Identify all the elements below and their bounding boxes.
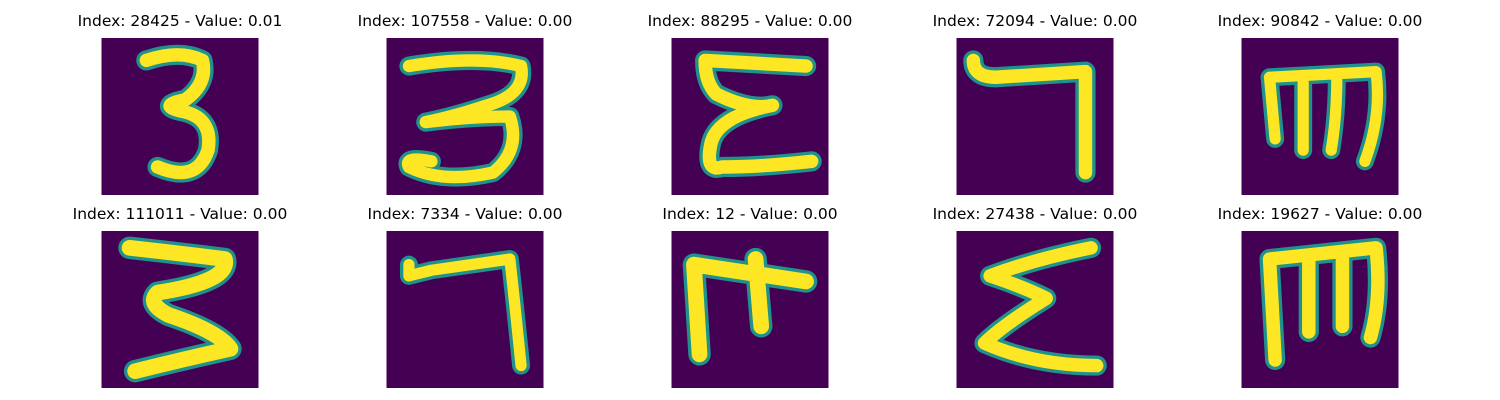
panel-title: Index: 72094 - Value: 0.00: [932, 12, 1138, 30]
digit-image: [671, 38, 829, 195]
digit-image: [101, 231, 259, 388]
panel-title: Index: 88295 - Value: 0.00: [647, 12, 853, 30]
panel-title: Index: 19627 - Value: 0.00: [1217, 205, 1423, 223]
panel-title: Index: 28425 - Value: 0.01: [77, 12, 283, 30]
digit-image: [386, 231, 544, 388]
panel-title: Index: 90842 - Value: 0.00: [1217, 12, 1423, 30]
panel-title: Index: 107558 - Value: 0.00: [357, 12, 573, 30]
digit-image: [671, 231, 829, 388]
panel-6: Index: 111011 - Value: 0.00: [60, 205, 300, 388]
panel-7: Index: 7334 - Value: 0.00: [345, 205, 585, 388]
panel-3: Index: 88295 - Value: 0.00: [630, 12, 870, 195]
panel-title: Index: 7334 - Value: 0.00: [367, 205, 563, 223]
panel-title: Index: 27438 - Value: 0.00: [932, 205, 1138, 223]
digit-image: [101, 38, 259, 195]
panel-10: Index: 19627 - Value: 0.00: [1200, 205, 1440, 388]
panel-8: Index: 12 - Value: 0.00: [630, 205, 870, 388]
panel-9: Index: 27438 - Value: 0.00: [915, 205, 1155, 388]
digit-image: [386, 38, 544, 195]
digit-image: [956, 38, 1114, 195]
panel-title: Index: 12 - Value: 0.00: [662, 205, 838, 223]
panel-title: Index: 111011 - Value: 0.00: [72, 205, 288, 223]
panel-5: Index: 90842 - Value: 0.00: [1200, 12, 1440, 195]
panel-1: Index: 28425 - Value: 0.01: [60, 12, 300, 195]
digit-image: [956, 231, 1114, 388]
digit-image: [1241, 38, 1399, 195]
digit-image: [1241, 231, 1399, 388]
panel-4: Index: 72094 - Value: 0.00: [915, 12, 1155, 195]
panel-2: Index: 107558 - Value: 0.00: [345, 12, 585, 195]
